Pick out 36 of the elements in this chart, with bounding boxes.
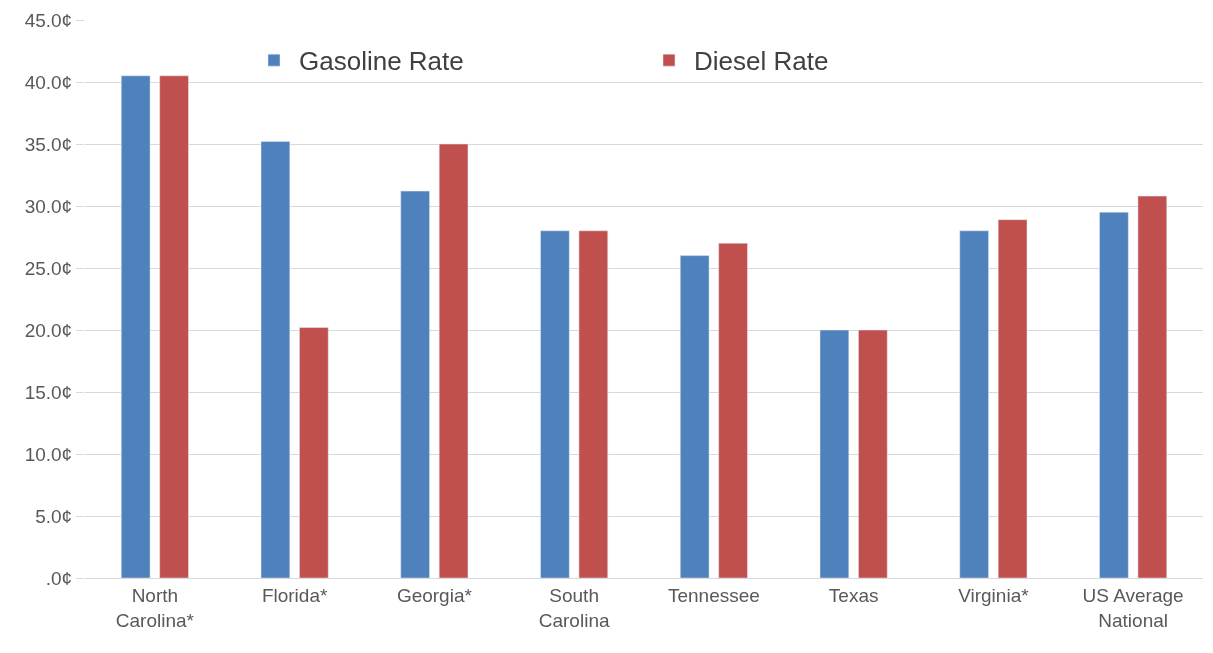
bar bbox=[578, 230, 608, 578]
bar bbox=[1137, 195, 1167, 578]
x-tick-label: Virginia* bbox=[958, 584, 1030, 606]
bar bbox=[959, 230, 989, 578]
bar bbox=[858, 329, 888, 578]
x-tick-label: Tennessee bbox=[667, 584, 760, 606]
y-tick-label: 45.0¢ bbox=[24, 9, 73, 31]
bar bbox=[997, 219, 1028, 578]
legend-label: Diesel Rate bbox=[694, 46, 829, 77]
y-tick-label: 10.0¢ bbox=[24, 443, 73, 465]
bar bbox=[260, 141, 291, 578]
x-tick-label: Texas bbox=[828, 584, 879, 606]
y-tick-label: 40.0¢ bbox=[24, 71, 73, 93]
legend-label: Gasoline Rate bbox=[299, 46, 464, 77]
bar bbox=[121, 75, 151, 578]
bar bbox=[400, 190, 430, 578]
bar bbox=[299, 327, 329, 578]
y-tick-label: 30.0¢ bbox=[24, 195, 73, 217]
x-tick-label: South Carolina bbox=[538, 584, 610, 631]
bar bbox=[718, 242, 748, 578]
y-tick-label: .0¢ bbox=[45, 567, 73, 589]
x-tick-label: Florida* bbox=[261, 584, 328, 606]
bar bbox=[819, 329, 850, 578]
y-tick-label: 15.0¢ bbox=[24, 381, 73, 403]
bar bbox=[680, 255, 710, 578]
x-tick-label: US Average National bbox=[1082, 584, 1184, 631]
y-tick-label: 25.0¢ bbox=[24, 257, 73, 279]
x-tick-label: Georgia* bbox=[396, 584, 473, 606]
y-tick-label: 5.0¢ bbox=[35, 505, 73, 527]
bar bbox=[438, 143, 469, 578]
bar bbox=[540, 230, 570, 578]
x-tick-label: North Carolina* bbox=[115, 584, 195, 631]
bar bbox=[159, 75, 189, 578]
y-tick-label: 35.0¢ bbox=[24, 133, 73, 155]
y-tick-label: 20.0¢ bbox=[24, 319, 73, 341]
bar bbox=[1099, 211, 1129, 578]
